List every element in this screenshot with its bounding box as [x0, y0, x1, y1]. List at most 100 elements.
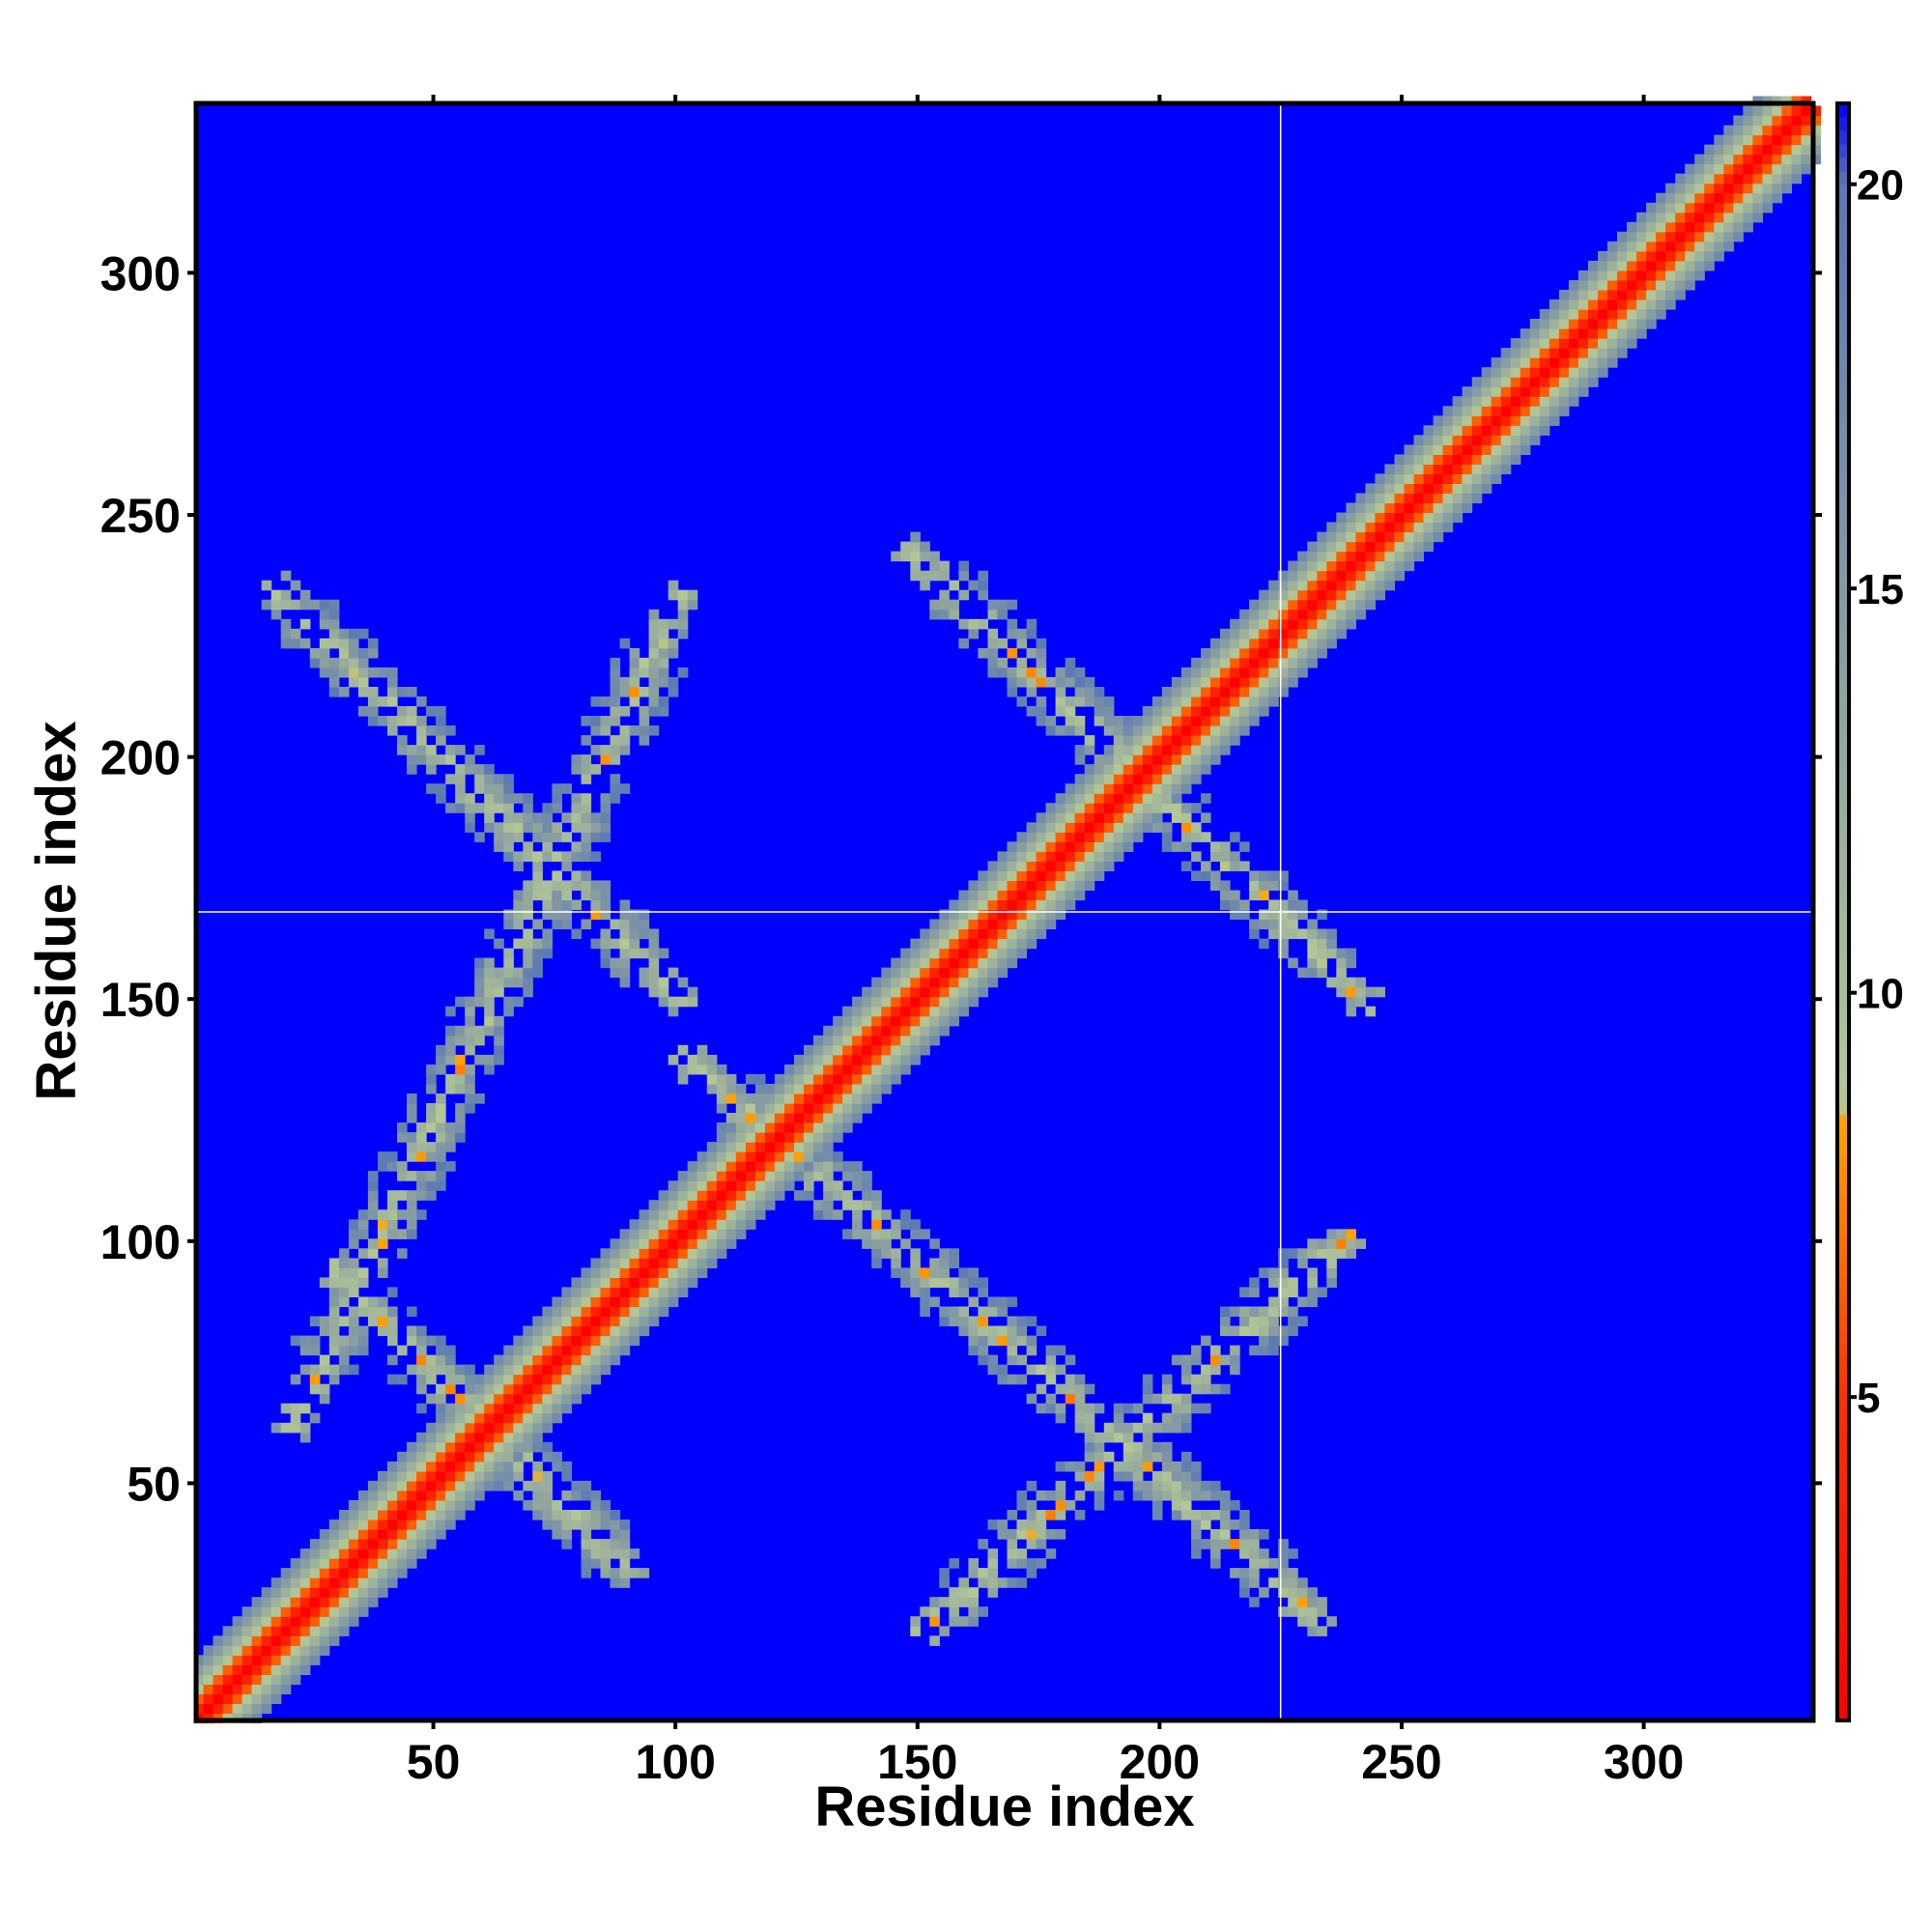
heatmap-cell [1723, 212, 1734, 223]
heatmap-cell [900, 1044, 911, 1056]
heatmap-cell [416, 1470, 427, 1482]
heatmap-cell [1307, 570, 1318, 582]
colorbar-segment [1837, 1383, 1849, 1398]
heatmap-cell [378, 1238, 388, 1249]
heatmap-cell [387, 1151, 398, 1162]
heatmap-cell [1122, 774, 1134, 784]
heatmap-cell [455, 1403, 466, 1414]
heatmap-cell [881, 1064, 892, 1075]
heatmap-cell [1704, 221, 1715, 233]
heatmap-cell [1259, 599, 1269, 611]
heatmap-cell [1404, 483, 1415, 494]
heatmap-cell [1122, 803, 1134, 813]
heatmap-cell [862, 1044, 872, 1056]
heatmap-cell [1568, 290, 1579, 300]
heatmap-cell [668, 580, 679, 591]
heatmap-cell [1180, 1461, 1192, 1472]
heatmap-cell [1230, 1306, 1240, 1318]
heatmap-cell [1346, 599, 1356, 611]
heatmap-cell [1665, 221, 1676, 233]
heatmap-cell [571, 1364, 582, 1376]
heatmap-cell [387, 1529, 398, 1540]
heatmap-cell [1288, 647, 1298, 659]
heatmap-cell [387, 1558, 398, 1569]
heatmap-cell [997, 1296, 1009, 1308]
heatmap-cell [1723, 173, 1734, 185]
heatmap-cell [426, 1490, 437, 1501]
heatmap-cell [1355, 996, 1366, 1008]
heatmap-cell [1491, 367, 1502, 378]
heatmap-cell [754, 1151, 766, 1162]
heatmap-cell [1171, 1490, 1182, 1501]
heatmap-cell [1423, 531, 1435, 543]
heatmap-cell [842, 1229, 853, 1239]
heatmap-cell [648, 638, 660, 649]
heatmap-cell [1210, 1529, 1221, 1540]
heatmap-cell [1268, 657, 1279, 668]
heatmap-cell [571, 1287, 582, 1297]
heatmap-cell [552, 851, 562, 862]
colorbar-segment [1837, 602, 1849, 616]
heatmap-cell [813, 1035, 824, 1046]
heatmap-cell [929, 570, 940, 582]
heatmap-cell [1394, 464, 1406, 474]
heatmap-cell [1433, 444, 1444, 455]
heatmap-cell [270, 1693, 282, 1704]
heatmap-cell [484, 1451, 495, 1463]
heatmap-cell [929, 948, 940, 959]
heatmap-cell [1268, 909, 1279, 921]
heatmap-cell [1598, 357, 1608, 368]
heatmap-cell [929, 1296, 940, 1308]
heatmap-cell [1278, 919, 1289, 930]
heatmap-cell [1288, 1316, 1298, 1327]
heatmap-cell [1404, 493, 1415, 504]
heatmap-cell [619, 899, 631, 911]
heatmap-cell [387, 1325, 398, 1337]
heatmap-cell [348, 1568, 359, 1578]
heatmap-cell [639, 1316, 650, 1327]
heatmap-cell [784, 1151, 795, 1162]
heatmap-cell [1577, 270, 1589, 281]
heatmap-cell [426, 725, 437, 736]
heatmap-cell [416, 1171, 427, 1181]
heatmap-cell [1636, 319, 1647, 329]
heatmap-cell [357, 1587, 369, 1598]
heatmap-cell [1036, 822, 1047, 833]
heatmap-cell [484, 764, 495, 775]
heatmap-cell [484, 1015, 495, 1027]
colorbar-segment [1837, 1599, 1849, 1614]
heatmap-cell [1142, 803, 1153, 813]
heatmap-cell [1627, 231, 1637, 242]
heatmap-cell [784, 1094, 795, 1104]
heatmap-cell [1413, 541, 1425, 553]
heatmap-cell [1297, 647, 1308, 659]
heatmap-cell [997, 1325, 1009, 1337]
heatmap-cell [338, 1568, 350, 1578]
heatmap-cell [1743, 134, 1753, 146]
heatmap-cell [1539, 425, 1550, 436]
heatmap-cell [407, 1364, 417, 1376]
heatmap-cell [416, 1500, 427, 1511]
heatmap-cell [290, 1587, 301, 1598]
heatmap-cell [833, 1180, 843, 1191]
heatmap-cell [929, 1035, 940, 1046]
heatmap-cell [1346, 948, 1356, 959]
heatmap-cell [455, 803, 466, 813]
heatmap-cell [677, 1277, 689, 1288]
heatmap-cell [658, 1296, 669, 1308]
heatmap-cell [871, 1258, 882, 1268]
heatmap-cell [1268, 609, 1279, 620]
heatmap-cell [1665, 270, 1676, 281]
heatmap-cell [968, 1345, 979, 1356]
heatmap-cell [503, 803, 514, 813]
heatmap-cell [639, 1209, 650, 1220]
heatmap-cell [968, 986, 979, 998]
colorbar-segment [1837, 561, 1849, 577]
heatmap-cell [1307, 1597, 1318, 1607]
heatmap-cell [1365, 551, 1376, 562]
heatmap-cell [1288, 618, 1298, 630]
heatmap-cell [725, 1073, 737, 1085]
heatmap-cell [397, 1480, 408, 1492]
heatmap-cell [1278, 948, 1289, 959]
heatmap-cell [1142, 1441, 1153, 1453]
